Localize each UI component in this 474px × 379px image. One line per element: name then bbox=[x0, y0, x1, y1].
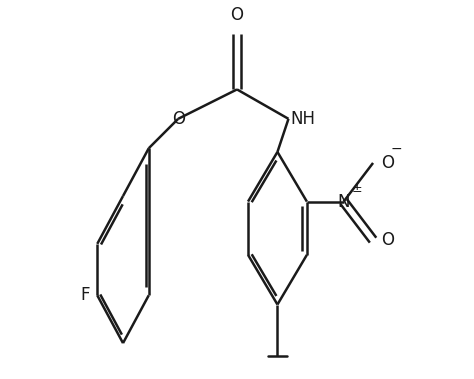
Text: ±: ± bbox=[352, 182, 362, 195]
Text: O: O bbox=[230, 6, 244, 24]
Text: F: F bbox=[81, 286, 90, 304]
Text: O: O bbox=[172, 110, 185, 128]
Text: NH: NH bbox=[290, 110, 315, 128]
Text: O: O bbox=[381, 231, 394, 249]
Text: O: O bbox=[381, 154, 394, 172]
Text: N: N bbox=[337, 193, 350, 211]
Text: −: − bbox=[391, 143, 402, 156]
